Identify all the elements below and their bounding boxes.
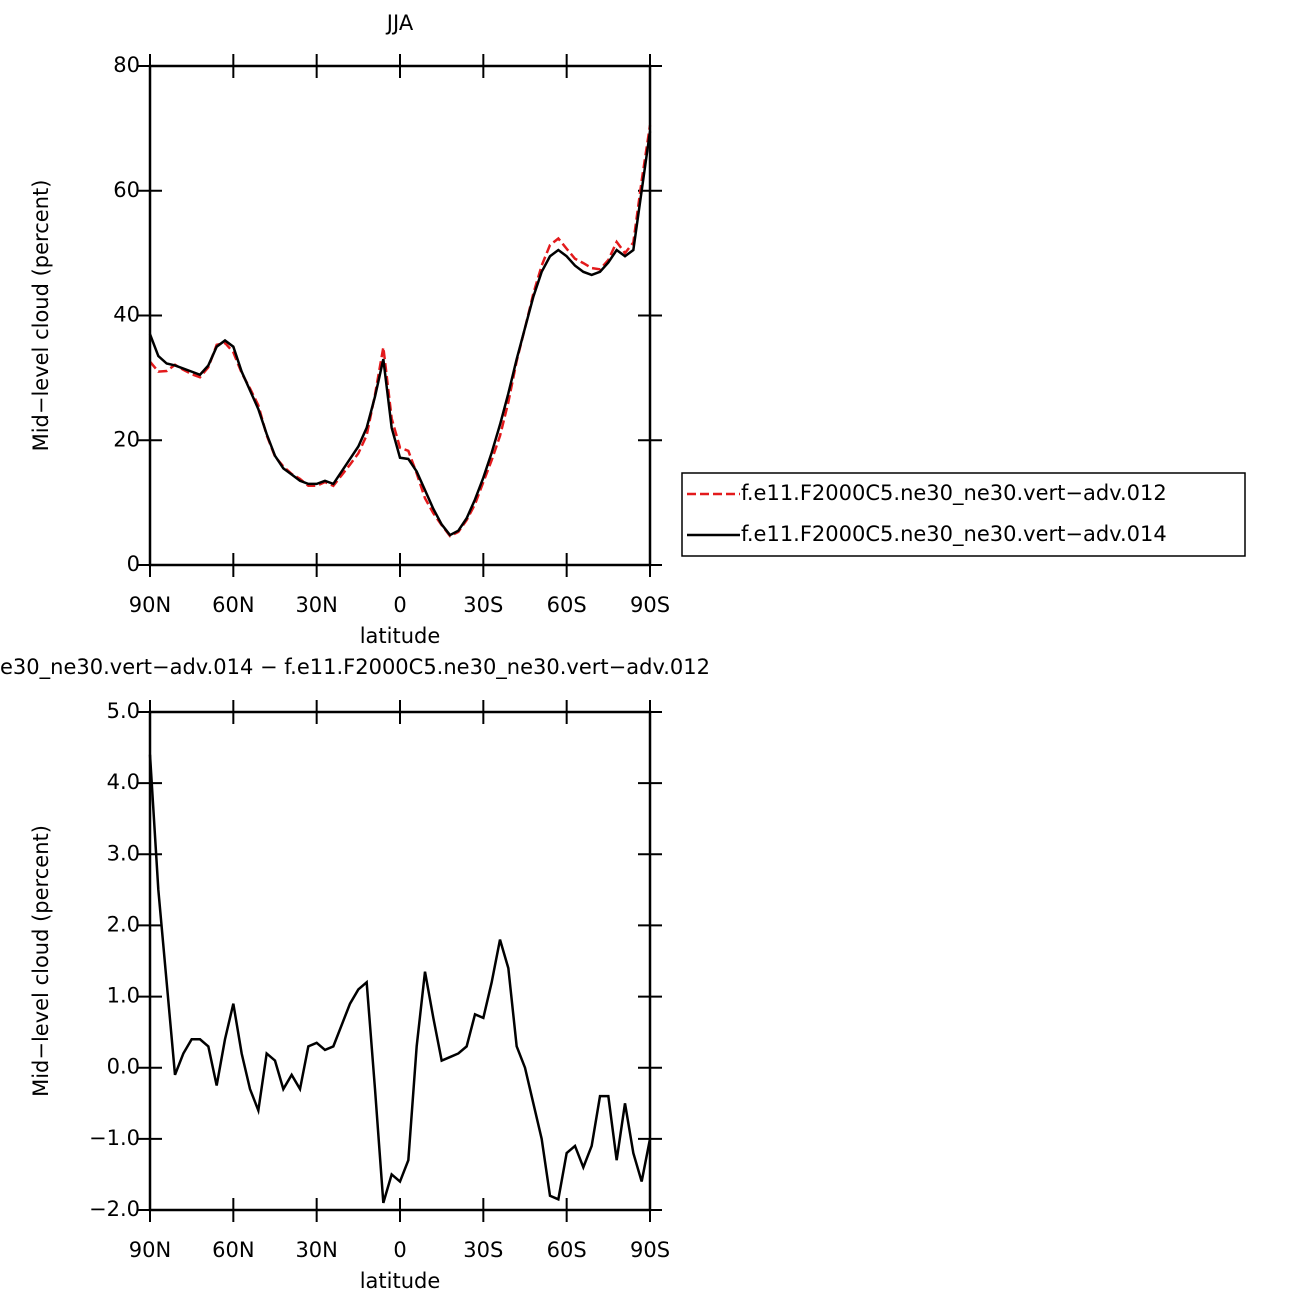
y-tick-label: −2.0 [89, 1197, 140, 1221]
x-tick-label: 90S [630, 1238, 670, 1262]
x-tick-label: 0 [393, 593, 406, 617]
legend-label: f.e11.F2000C5.ne30_ne30.vert−adv.014 [741, 522, 1167, 547]
plot-frame [148, 710, 652, 1212]
x-tick-label: 60S [547, 1238, 587, 1262]
y-tick-label: 60 [113, 178, 140, 202]
y-tick-label: 0.0 [107, 1055, 140, 1079]
x-axis-label: latitude [360, 1269, 441, 1293]
x-tick-label: 30N [295, 1238, 337, 1262]
data-line [149, 125, 652, 538]
chart-title: e30_ne30.vert−adv.014 − f.e11.F2000C5.ne… [0, 655, 710, 680]
y-tick-label: 0 [127, 552, 140, 576]
x-tick-label: 90S [630, 593, 670, 617]
y-tick-label: 3.0 [107, 841, 140, 865]
y-tick-label: −1.0 [89, 1126, 140, 1150]
data-line [148, 754, 652, 1204]
y-axis-label: Mid−level cloud (percent) [29, 180, 53, 452]
y-tick-label: 2.0 [107, 912, 140, 936]
chart-title: JJA [385, 11, 414, 35]
y-tick-label: 5.0 [107, 699, 140, 723]
x-tick-label: 60N [212, 1238, 254, 1262]
x-axis-label: latitude [360, 624, 441, 648]
y-tick-label: 4.0 [107, 770, 140, 794]
x-tick-label: 0 [393, 1238, 406, 1262]
x-tick-label: 30S [463, 593, 503, 617]
y-tick-label: 20 [113, 427, 140, 451]
x-tick-label: 90N [129, 593, 171, 617]
y-tick-label: 1.0 [107, 984, 140, 1008]
x-tick-label: 30S [463, 1238, 503, 1262]
y-axis-label: Mid−level cloud (percent) [29, 825, 53, 1097]
x-tick-label: 90N [129, 1238, 171, 1262]
data-line [148, 131, 652, 537]
plot-frame [148, 64, 652, 567]
x-tick-label: 30N [295, 593, 337, 617]
y-tick-label: 80 [113, 53, 140, 77]
x-tick-label: 60N [212, 593, 254, 617]
y-tick-label: 40 [113, 303, 140, 327]
legend-box [681, 472, 1246, 557]
x-tick-label: 60S [547, 593, 587, 617]
legend-label: f.e11.F2000C5.ne30_ne30.vert−adv.012 [741, 481, 1167, 506]
